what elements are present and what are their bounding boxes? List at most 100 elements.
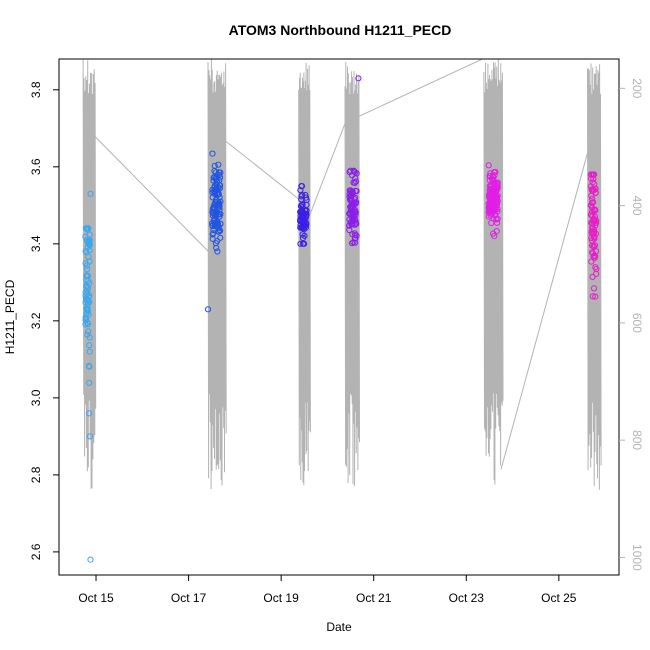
data-point: [85, 277, 92, 284]
data-point: [204, 306, 212, 313]
data-point: [591, 243, 598, 250]
data-point: [350, 217, 357, 224]
data-point: [299, 208, 306, 216]
data-point: [82, 299, 89, 306]
x-axis-label: Date: [326, 620, 352, 634]
data-point: [299, 231, 306, 238]
data-point: [87, 556, 94, 563]
data-point: [211, 162, 218, 169]
data-point: [352, 208, 359, 215]
y-tick-label: 3.6: [29, 158, 43, 175]
data-point: [350, 167, 357, 174]
data-point: [494, 219, 501, 226]
data-point: [86, 410, 93, 417]
data-point: [588, 192, 595, 199]
data-point: [592, 185, 599, 192]
y-tick-label: 3.2: [29, 312, 43, 329]
data-point: [209, 209, 216, 216]
y2-tick-label: 1000: [630, 544, 644, 571]
data-point: [214, 248, 221, 255]
data-point: [217, 198, 224, 205]
data-point: [590, 230, 597, 237]
y-tick-label: 3.4: [29, 235, 43, 252]
data-point: [297, 209, 304, 216]
data-point: [87, 190, 94, 197]
data-point: [299, 212, 306, 219]
data-point: [488, 199, 495, 206]
data-point: [593, 270, 600, 277]
data-point: [350, 239, 357, 246]
y2-tick-label: 800: [630, 430, 644, 450]
altitude-profile: [298, 62, 311, 486]
data-point: [302, 191, 309, 199]
data-point: [346, 226, 353, 234]
data-point: [214, 187, 221, 194]
data-point: [588, 258, 595, 265]
scatter-points-layer: [82, 75, 600, 563]
data-point: [82, 317, 89, 324]
data-point: [82, 233, 89, 240]
data-point: [209, 231, 216, 238]
data-point: [86, 348, 93, 355]
data-point: [589, 213, 596, 220]
data-point: [300, 224, 307, 232]
data-point: [352, 211, 359, 218]
data-point: [590, 199, 597, 206]
altitude-trace-layer: [82, 59, 602, 490]
y-tick-label: 3.0: [29, 389, 43, 406]
data-point: [590, 285, 598, 292]
altitude-transit-line: [225, 140, 300, 201]
data-point: [346, 169, 353, 176]
data-point: [591, 171, 598, 178]
data-point: [82, 289, 89, 296]
chart-title: ATOM3 Northbound H1211_PECD: [229, 22, 452, 38]
altitude-transit-line: [308, 123, 346, 218]
altitude-profile: [344, 62, 360, 486]
data-point: [211, 214, 218, 222]
altitude-transit-line: [355, 59, 483, 119]
x-axis: Oct 15 Oct 17 Oct 19 Oct 21 Oct 23 Oct 25: [78, 575, 577, 605]
data-point: [593, 219, 600, 226]
data-point: [589, 293, 596, 300]
data-point: [590, 187, 598, 194]
plot-frame: [58, 58, 620, 576]
data-point: [487, 207, 494, 215]
data-point: [216, 206, 223, 213]
altitude-transit-line: [93, 134, 210, 253]
data-point: [86, 342, 93, 349]
altitude-transit-line: [500, 152, 589, 470]
data-point: [213, 178, 221, 185]
data-point: [352, 175, 359, 182]
data-point: [82, 321, 89, 328]
data-point: [86, 334, 93, 341]
y-axis-left: 2.6 2.8 3.0 3.2 3.4 3.6 3.8: [29, 81, 59, 560]
data-point: [349, 240, 356, 247]
data-point: [591, 255, 598, 262]
data-point: [589, 179, 596, 186]
data-point: [491, 233, 498, 240]
data-point: [353, 199, 360, 206]
data-point: [590, 176, 597, 183]
data-point: [83, 283, 90, 290]
altitude-profile: [483, 59, 504, 485]
data-point: [209, 150, 216, 157]
data-point: [299, 240, 307, 247]
data-point: [347, 196, 354, 203]
data-point: [592, 293, 599, 300]
x-tick-label: Oct 25: [541, 591, 577, 605]
data-point: [86, 433, 94, 440]
y-axis-label: H1211_PECD: [3, 279, 17, 354]
data-point: [489, 172, 496, 179]
altitude-profile: [207, 59, 227, 490]
data-point: [215, 228, 222, 235]
data-point: [491, 194, 498, 201]
data-point: [209, 194, 216, 201]
data-point: [83, 225, 90, 232]
data-point: [494, 182, 501, 189]
data-point: [84, 287, 91, 294]
data-point: [355, 75, 362, 82]
x-tick-label: Oct 17: [171, 591, 207, 605]
x-tick-label: Oct 19: [263, 591, 299, 605]
